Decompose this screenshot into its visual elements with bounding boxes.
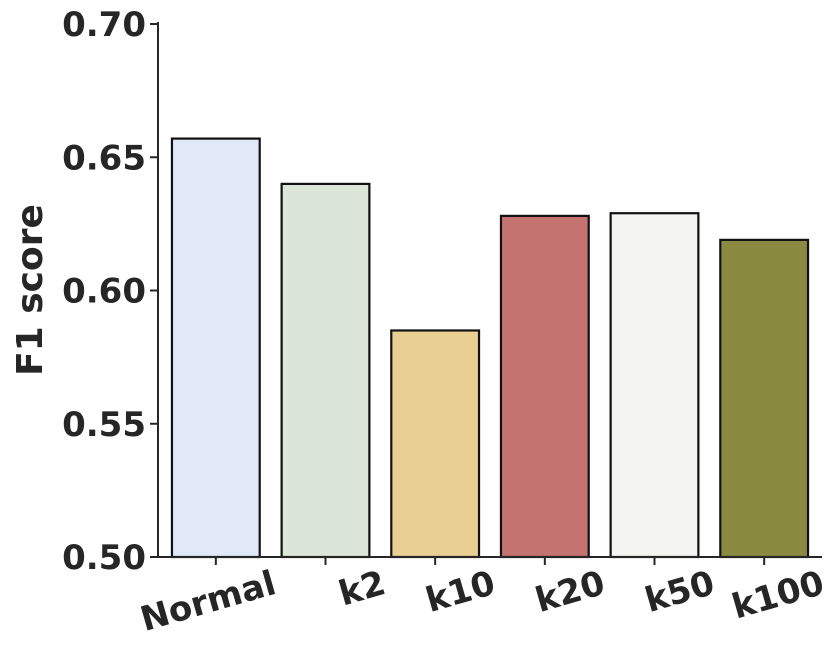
x-tick-label: k20 — [531, 563, 609, 621]
y-axis-label: F1 score — [10, 204, 51, 376]
bar-normal — [170, 137, 261, 559]
x-tick-label: Normal — [136, 563, 280, 640]
x-tick-label: k50 — [641, 563, 719, 621]
x-tick-label: k100 — [728, 563, 829, 627]
bars-group — [170, 137, 810, 559]
y-tick-label: 0.55 — [62, 405, 146, 445]
x-ticks: Normal k2 k10 k20 k50 k100 — [136, 557, 829, 640]
bar-k50 — [609, 212, 700, 559]
y-tick-label: 0.50 — [62, 538, 146, 578]
y-tick-label: 0.60 — [62, 272, 146, 312]
bar-k10 — [390, 329, 481, 559]
bar-k2 — [280, 182, 371, 559]
y-ticks: 0.50 0.55 0.60 0.65 0.70 — [62, 5, 158, 578]
bar-k20 — [499, 214, 590, 559]
x-tick-label: k10 — [421, 563, 499, 621]
x-tick-label: k2 — [334, 563, 390, 614]
y-tick-label: 0.65 — [62, 138, 146, 178]
y-tick-label: 0.70 — [62, 5, 146, 45]
bar-k100 — [719, 238, 810, 559]
